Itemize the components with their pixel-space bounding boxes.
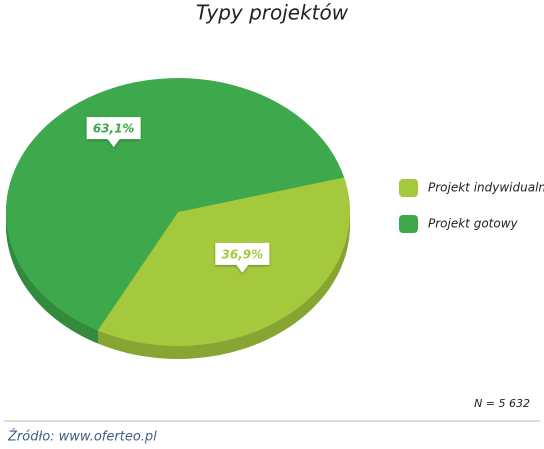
callout-box — [86, 117, 141, 148]
chart-title: Typy projektów — [196, 1, 349, 25]
legend-swatch — [399, 179, 418, 197]
callout: 36,9% — [215, 242, 270, 273]
callout: 63,1% — [86, 117, 141, 148]
legend-label: Projekt indywidualny — [428, 181, 544, 195]
callout-box — [215, 242, 270, 273]
value-label: 63,1% — [93, 122, 135, 136]
legend: Projekt indywidualny Projekt gotowy — [399, 179, 544, 233]
note: N = 5 632 — [474, 397, 530, 410]
value-label: 36,9% — [222, 247, 264, 261]
legend-swatch — [399, 215, 418, 233]
legend-label: Projekt gotowy — [428, 217, 519, 231]
pie: 36,9% 63,1% — [6, 78, 351, 360]
slice — [6, 78, 345, 331]
source: Źródło: www.oferteo.pl — [7, 429, 157, 445]
